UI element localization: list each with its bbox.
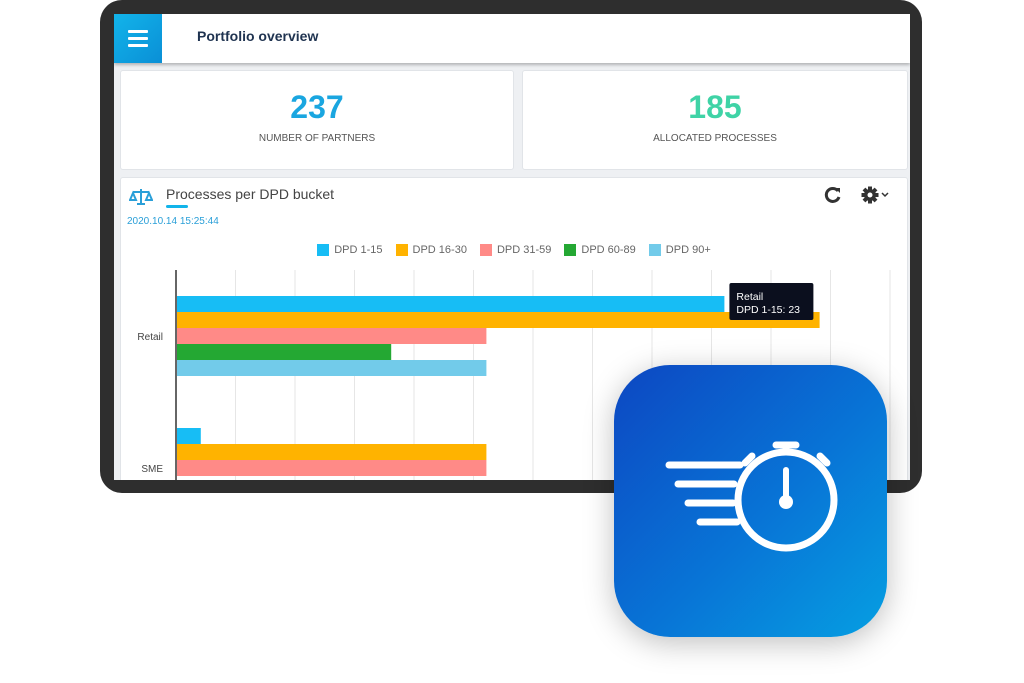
- hamburger-icon[interactable]: [114, 14, 162, 63]
- legend-label: DPD 1-15: [334, 244, 383, 256]
- gear-icon[interactable]: [861, 186, 879, 204]
- legend-item[interactable]: DPD 60-89: [564, 244, 636, 256]
- refresh-icon[interactable]: [824, 186, 842, 204]
- chevron-down-icon[interactable]: [881, 192, 889, 198]
- tooltip-value: DPD 1-15: 23: [736, 304, 800, 316]
- chart-title: Processes per DPD bucket: [166, 186, 335, 202]
- kpi-label: NUMBER OF PARTNERS: [258, 133, 376, 144]
- legend-item[interactable]: DPD 31-59: [479, 244, 552, 256]
- kpi-value: 237: [290, 89, 344, 125]
- legend-label: DPD 90+: [665, 244, 711, 256]
- bar: [177, 444, 487, 460]
- legend-item[interactable]: DPD 16-30: [395, 244, 467, 256]
- tooltip: [729, 283, 814, 320]
- page-title: Portfolio overview: [197, 28, 319, 44]
- bar: [177, 312, 820, 328]
- legend-item[interactable]: DPD 90+: [648, 244, 711, 256]
- bar: [177, 460, 487, 476]
- top-bar: Portfolio overview: [114, 14, 910, 63]
- category-label: SME: [141, 464, 163, 475]
- app-screen: Portfolio overview 237 NUMBER OF PARTNER…: [114, 14, 910, 480]
- legend-label: DPD 31-59: [496, 244, 552, 256]
- legend-swatch: [395, 244, 408, 256]
- bar: [177, 328, 487, 344]
- chart-legend: DPD 1-15 DPD 16-30 DPD 31-59 DPD 60-89 DPD 9…: [121, 244, 907, 256]
- kpi-card-processes: 185 ALLOCATED PROCESSES: [522, 70, 908, 170]
- tooltip-category: Retail: [736, 291, 763, 303]
- bar: [177, 428, 201, 444]
- legend-label: DPD 60-89: [581, 244, 636, 256]
- timestamp: 2020.10.14 15:25:44: [127, 216, 219, 227]
- category-label: Retail: [137, 332, 163, 343]
- bar: [177, 344, 392, 360]
- kpi-label: ALLOCATED PROCESSES: [653, 133, 777, 144]
- title-underline: [166, 205, 188, 208]
- legend-swatch: [648, 244, 661, 256]
- legend-label: DPD 16-30: [412, 244, 467, 256]
- legend-swatch: [564, 244, 577, 256]
- scale-icon: [129, 189, 153, 205]
- legend-swatch: [479, 244, 492, 256]
- legend-swatch: [317, 244, 330, 256]
- bar: [177, 296, 725, 312]
- app-tile: [614, 365, 887, 637]
- bar: [177, 360, 487, 376]
- legend-item[interactable]: DPD 1-15: [317, 244, 383, 256]
- kpi-value: 185: [688, 89, 742, 125]
- kpi-card-partners: 237 NUMBER OF PARTNERS: [120, 70, 514, 170]
